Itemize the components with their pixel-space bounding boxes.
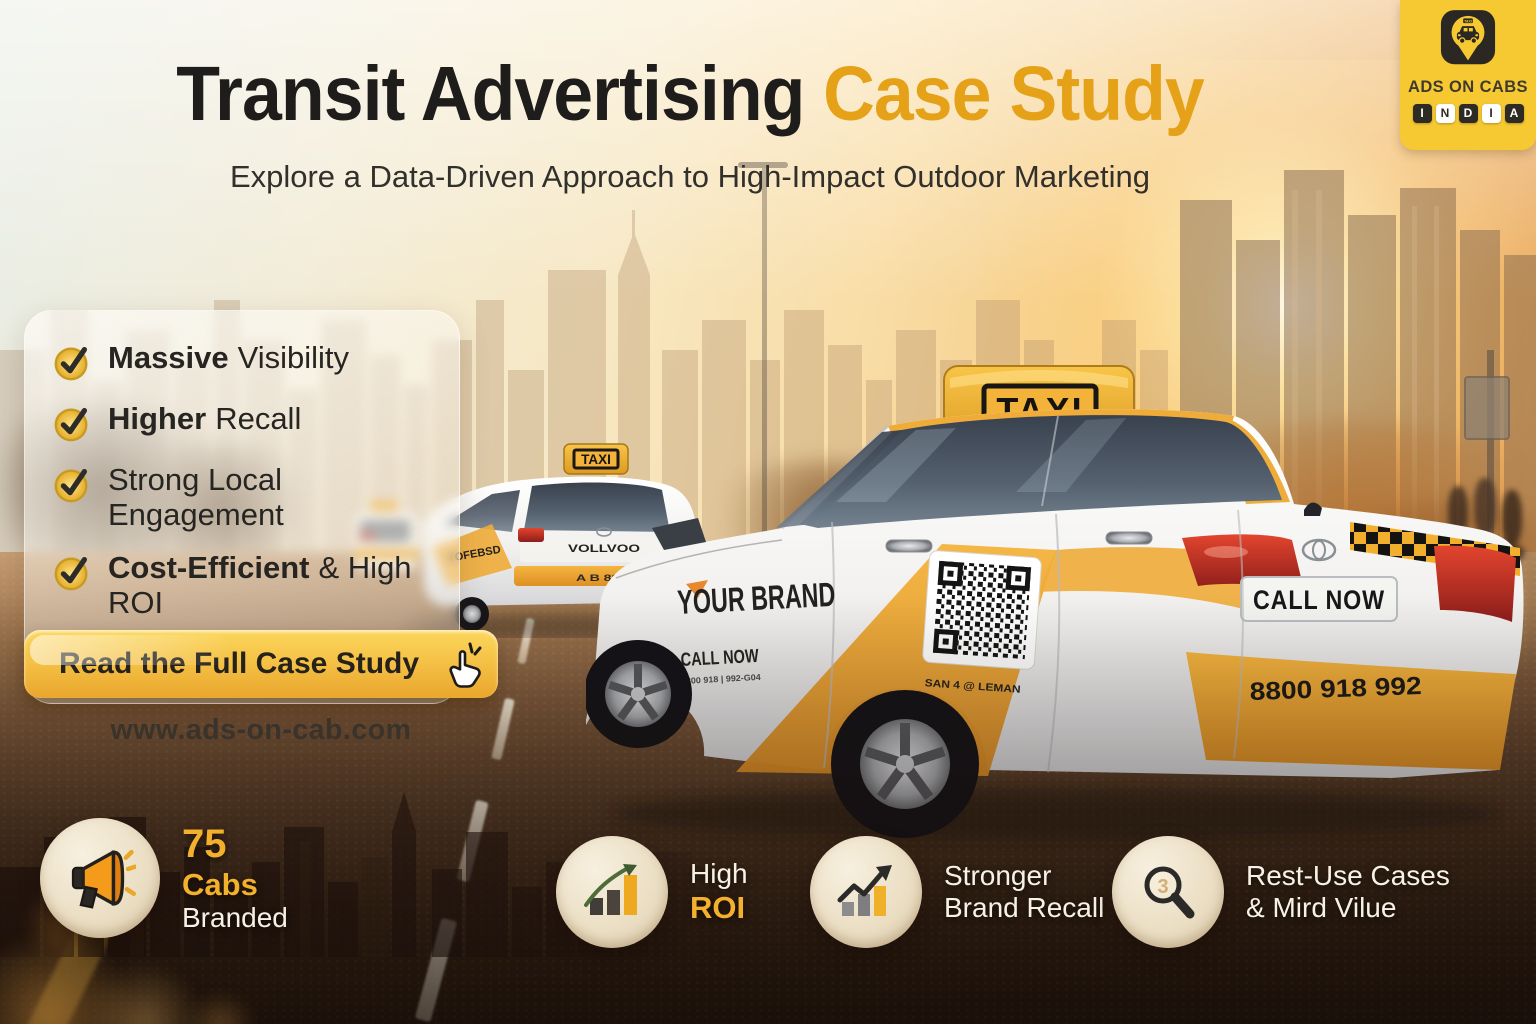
check-icon [51, 341, 93, 383]
taxi-door-cta: CALL NOW [680, 646, 759, 671]
poster-header: Transit Advertising Case Study Explore a … [0, 50, 1536, 195]
svg-text:3: 3 [1157, 876, 1168, 898]
benefit-higher-recall: Higher Recall [51, 401, 433, 444]
stat-cabs-branded: 75 Cabs Branded [40, 818, 288, 938]
stat-value: 75 [182, 821, 227, 866]
read-case-study-button[interactable]: Read the Full Case Study [24, 630, 498, 698]
stat-label: Cabs [182, 866, 258, 902]
logo-country-tiles: I N D I A [1400, 104, 1536, 123]
logo-name: ADS ON CABS [1408, 78, 1528, 96]
benefit-local-engagement: Strong Local Engagement [51, 462, 433, 532]
stat-use-cases: 3 Rest-Use Cases & Mird Vilue [1112, 836, 1450, 948]
megaphone-icon [40, 818, 160, 938]
logo-tile: D [1458, 104, 1478, 123]
benefit-label: Cost-Efficient & High ROI [108, 550, 412, 621]
logo-tile: I [1412, 104, 1432, 123]
growth-chart-icon [810, 836, 922, 948]
brand-logo: TAXI ADS ON CABS I N D I A [1400, 0, 1536, 150]
click-cursor-icon [440, 640, 492, 692]
benefit-massive-visibility: Massive Visibility [51, 340, 433, 383]
title-dark-part: Transit Advertising [176, 51, 805, 137]
stat-brand-recall: Stronger Brand Recall [810, 836, 1104, 948]
logo-tile: A [1504, 104, 1524, 123]
front-wheel [586, 640, 692, 748]
benefit-label: Massive Visibility [108, 340, 350, 375]
logo-tile: N [1435, 104, 1455, 123]
page-title: Transit Advertising Case Study [48, 50, 1331, 139]
benefit-label: Strong Local Engagement [108, 462, 284, 532]
taxi-license-plate: CALL NOW [1253, 585, 1385, 615]
stat-text: 75 Cabs Branded [182, 821, 288, 934]
subtitle: Explore a Data-Driven Approach to High-I… [229, 159, 1151, 194]
magnifier-icon: 3 [1112, 836, 1224, 948]
check-icon [51, 463, 93, 505]
benefit-label: Higher Recall [108, 401, 302, 436]
stat-value: Rest-Use Cases [1246, 859, 1450, 891]
rear-wheel [831, 690, 979, 838]
stat-text: Stronger Brand Recall [944, 859, 1105, 923]
website-url: www.ads-on-cab.com [110, 714, 412, 746]
stat-label: & Mird Vilue [1246, 892, 1397, 923]
roi-bars-icon [556, 836, 668, 948]
check-icon [51, 402, 93, 444]
title-accent-part: Case Study [823, 51, 1205, 137]
logo-tile: I [1481, 104, 1501, 123]
stat-text: Rest-Use Cases & Mird Vilue [1246, 859, 1450, 923]
cta-label: Read the Full Case Study [58, 647, 420, 680]
taxi-bumper-phone: 8800 918 992 [1249, 672, 1422, 706]
stat-label: ROI [690, 890, 746, 926]
stat-value: High [690, 858, 748, 890]
stat-sublabel: Branded [182, 902, 288, 934]
benefit-cost-efficient: Cost-Efficient & High ROI [51, 551, 433, 620]
stat-high-roi: High ROI [556, 836, 748, 948]
stat-text: High ROI [690, 858, 748, 926]
check-icon [51, 551, 93, 593]
stat-label: Brand Recall [944, 892, 1105, 923]
logo-pin-sign-text: TAXI [1464, 20, 1472, 24]
stat-value: Stronger [944, 859, 1052, 891]
taxi-pin-icon: TAXI [1439, 8, 1497, 78]
